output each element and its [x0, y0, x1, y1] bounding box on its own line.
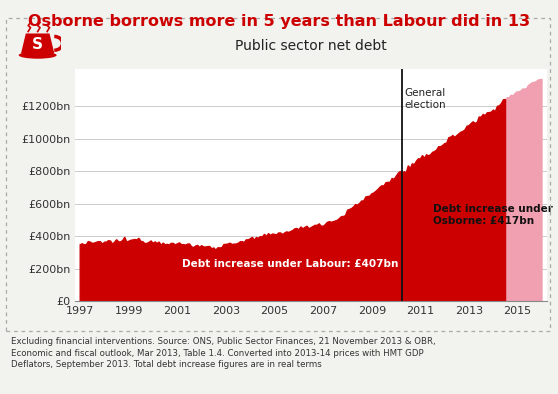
Text: S: S [32, 37, 43, 52]
Polygon shape [402, 100, 506, 301]
Text: Osborne borrows more in 5 years than Labour did in 13: Osborne borrows more in 5 years than Lab… [28, 14, 530, 29]
Text: Debt increase under
Osborne: £417bn: Debt increase under Osborne: £417bn [432, 204, 552, 226]
Ellipse shape [19, 52, 57, 59]
Text: Debt increase under Labour: £407bn: Debt increase under Labour: £407bn [182, 259, 398, 269]
Polygon shape [506, 79, 542, 301]
Text: Public sector net debt: Public sector net debt [235, 39, 387, 53]
Text: Excluding financial interventions. Source: ONS, Public Sector Finances, 21 Novem: Excluding financial interventions. Sourc… [11, 337, 436, 370]
Text: General
election: General election [405, 89, 446, 110]
Polygon shape [80, 172, 402, 301]
Polygon shape [21, 33, 54, 53]
